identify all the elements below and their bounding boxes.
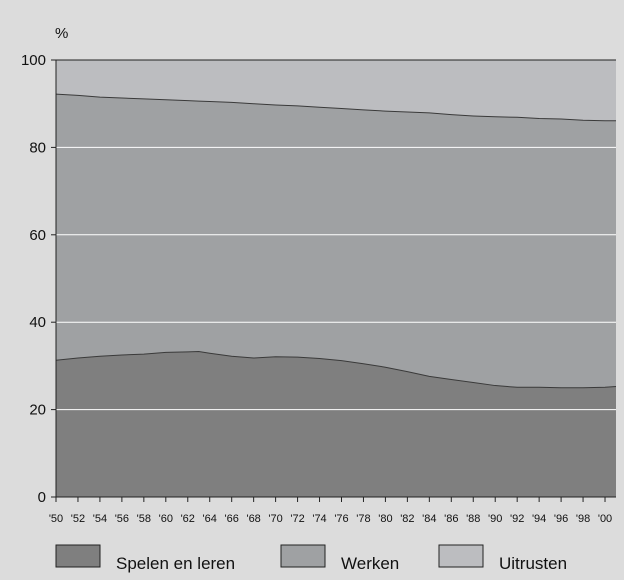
x-tick-label: '66 [225,513,239,525]
area-spelen-en-leren [56,351,616,497]
x-tick-label: '62 [181,513,195,525]
x-tick-label: '90 [488,513,502,525]
boundary-line-spelen-en-leren [55,350,617,389]
x-tick-label: '56 [115,513,129,525]
area-uitrusten [56,60,616,121]
x-tick-label: '52 [71,513,85,525]
x-tick-label: '74 [312,513,326,525]
y-tick-label: 60 [29,227,46,244]
boundary-line-werken [55,93,616,122]
x-tick-label: '92 [510,513,524,525]
y-tick-label: 100 [21,52,46,69]
legend-label-spelen-en-leren: Spelen en leren [116,554,235,573]
x-tick-label: '94 [532,513,546,525]
legend-label-werken: Werken [341,554,399,573]
x-tick-label: '88 [466,513,480,525]
x-tick-label: '84 [422,513,436,525]
x-tick-label: '86 [444,513,458,525]
x-tick-label: '64 [203,513,217,525]
x-tick-label: '96 [554,513,568,525]
x-tick-label: '72 [290,513,304,525]
x-tick-label: '00 [598,513,612,525]
x-tick-label: '76 [334,513,348,525]
y-tick-label: 80 [29,139,46,156]
x-tick-label: '54 [93,513,107,525]
legend-swatch-spelen-en-leren [55,544,101,568]
x-tick-label: '58 [137,513,151,525]
legend: Spelen en leren Werken Uitrusten [55,544,567,573]
x-tick-label: '50 [49,513,63,525]
legend-label-uitrusten: Uitrusten [499,554,567,573]
series-boundary-lines [55,93,617,389]
x-tick-label: '68 [246,513,260,525]
x-tick-label: '78 [356,513,370,525]
y-tick-label: 40 [29,314,46,331]
x-tick-label: '70 [268,513,282,525]
y-tick-label: 20 [29,402,46,419]
axes: 0 20 40 60 80 100 '50 '52 '54 '56 '58 '60 '62 '64 '66 '… [21,52,616,525]
series-areas [56,60,616,497]
y-tick-label: 0 [38,489,46,506]
x-tick-label: '82 [400,513,414,525]
area-werken [56,94,616,388]
gridlines [56,146,616,411]
legend-swatch-werken [280,544,326,568]
x-tick-label: '60 [159,513,173,525]
x-tick-label: '98 [576,513,590,525]
legend-swatch-uitrusten [438,544,484,568]
x-tick-label: '80 [378,513,392,525]
y-axis-unit-label: % [55,25,68,42]
